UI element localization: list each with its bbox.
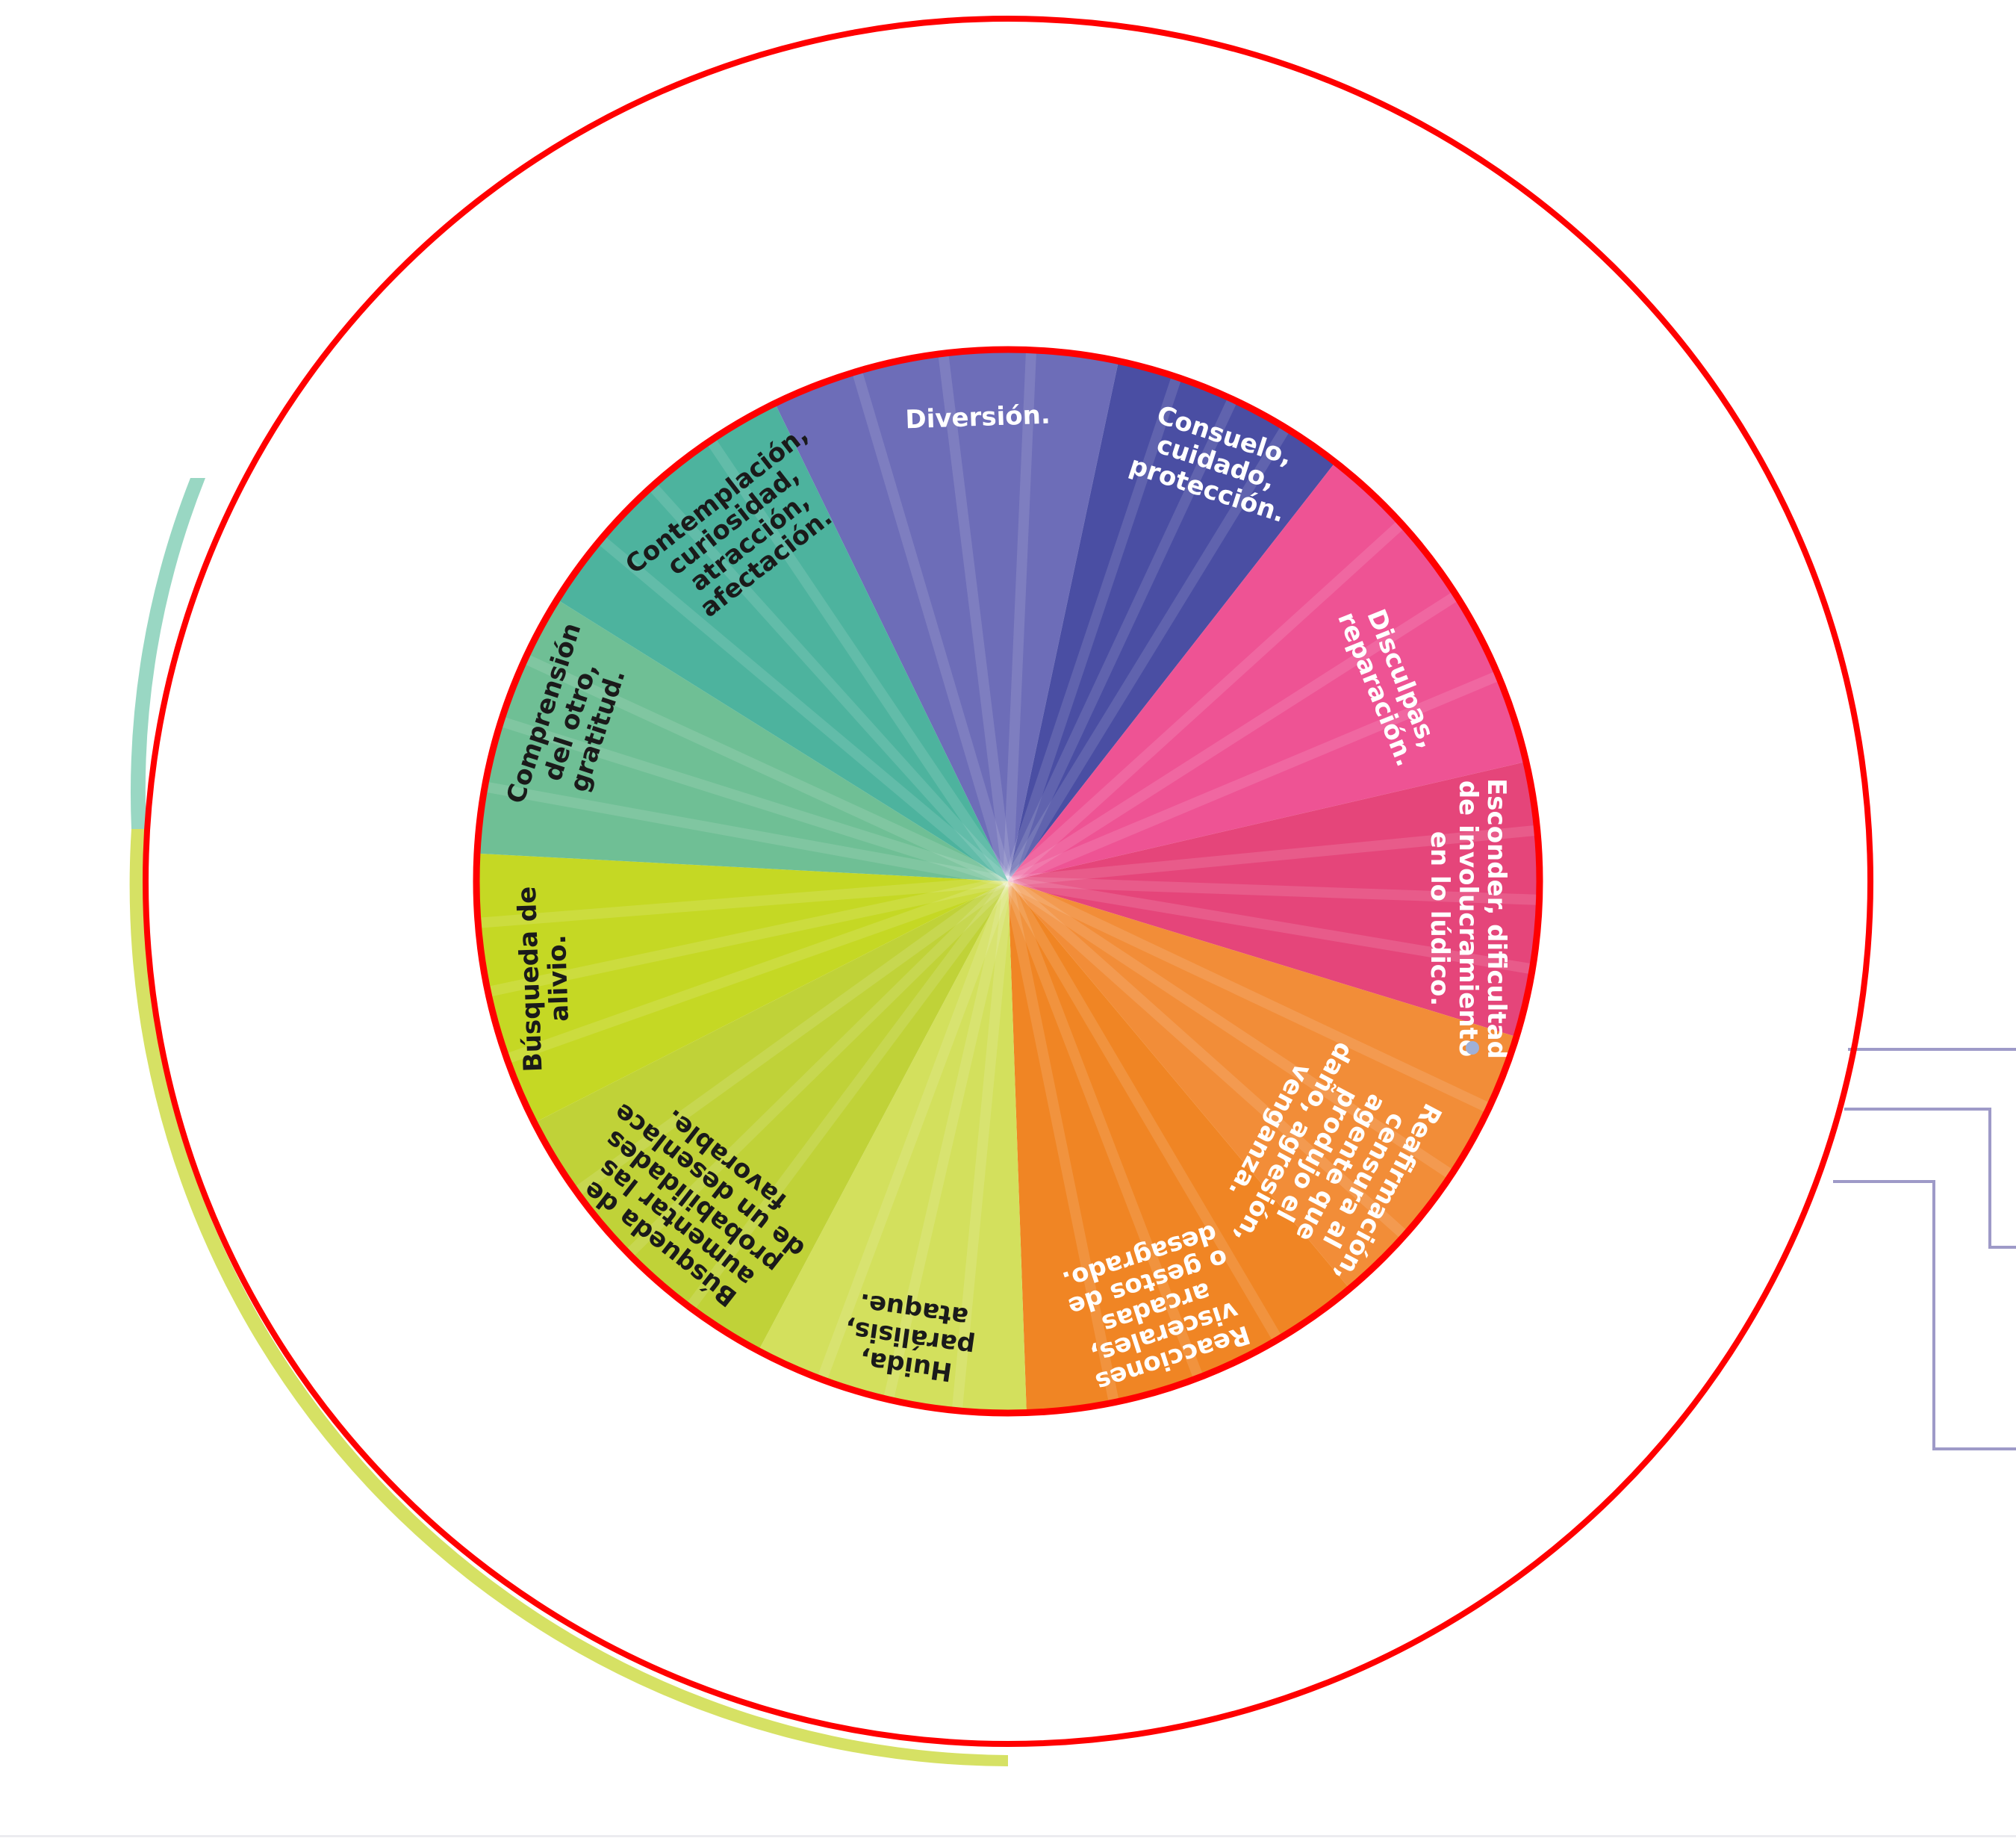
- segment-texture-line: [812, 879, 1013, 1396]
- segment-texture-line: [676, 878, 1012, 1323]
- segment-texture-line: [1003, 361, 1186, 884]
- segment-texture-line: [950, 881, 1013, 1413]
- segment-texture-line: [509, 648, 1010, 887]
- wheel-segment-alivio: [476, 851, 1008, 1137]
- segment-texture-line: [561, 877, 1012, 1205]
- segment-labels: Diversión. Consuelo,cuidado,protección.Di…: [501, 400, 1511, 1397]
- outer-circle-outline: [143, 16, 1873, 1747]
- segment-texture-line: [638, 471, 1012, 885]
- segment-texture-line: [614, 878, 1012, 1269]
- wheel-segment-comprension: [476, 583, 1008, 881]
- wheel-segment-consuelo: [1008, 350, 1354, 881]
- segment-texture-line: [1004, 877, 1419, 1249]
- segment-texture-line: [1007, 823, 1540, 887]
- segment-texture-line: [476, 876, 1009, 1001]
- wheel-segments: [476, 350, 1540, 1413]
- wheel-segment-reafirmacion: [1008, 881, 1540, 1312]
- connector-line-2: [1844, 1108, 2016, 1249]
- connector-lines: [1833, 1048, 2016, 1450]
- segment-texture-line: [1003, 383, 1244, 884]
- segment-label-alivio: Búsqueda dealivio.: [512, 885, 576, 1072]
- segment-texture-line: [476, 778, 1009, 887]
- segment-texture-line: [1003, 879, 1209, 1394]
- segment-texture-line: [1003, 880, 1122, 1413]
- segment-texture-line: [1005, 583, 1472, 886]
- segment-texture-line: [847, 356, 1013, 883]
- segment-texture-line: [476, 876, 1009, 930]
- segment-texture-line: [1006, 876, 1505, 1120]
- segment-texture-line: [697, 425, 1012, 884]
- wheel-segment-contemplacion: [532, 376, 1008, 881]
- wheel-segment-busqueda_favorable: [507, 881, 1008, 1377]
- segment-texture-line: [485, 712, 1010, 887]
- segment-texture-line: [880, 880, 1013, 1413]
- segment-texture-line: [1004, 412, 1298, 884]
- segment-texture-line: [1005, 877, 1467, 1188]
- outer-ring-fragment-teal: [130, 478, 205, 829]
- marker-dot: [1466, 1041, 1479, 1055]
- segment-texture-line: [1003, 878, 1290, 1356]
- segment-texture-line: [585, 526, 1012, 886]
- segment-texture-line: [491, 876, 1010, 1069]
- segment-texture-line: [936, 350, 1013, 882]
- connector-line-3: [1833, 1180, 2016, 1450]
- segment-texture-line: [1003, 350, 1037, 882]
- inner-circle-outline: [473, 346, 1543, 1417]
- segment-label-esconder: Esconder, dificultadde involucramientoen…: [1425, 778, 1511, 1059]
- wheel-segment-esconder: [1008, 754, 1540, 1046]
- wheel-segment-huida: [744, 881, 1028, 1413]
- segment-texture-line: [1007, 876, 1540, 977]
- footer-divider: [0, 1835, 2016, 1837]
- wheel-segment-diversion: [762, 350, 1125, 881]
- segment-texture-line: [1006, 665, 1514, 887]
- segment-texture-line: [1004, 509, 1416, 886]
- wheel-segment-reacciones: [1008, 881, 1369, 1413]
- wheel-segment-disculpas: [1008, 438, 1540, 881]
- segment-texture-line: [1007, 876, 1540, 906]
- segment-label-diversion: Diversión.: [905, 400, 1051, 435]
